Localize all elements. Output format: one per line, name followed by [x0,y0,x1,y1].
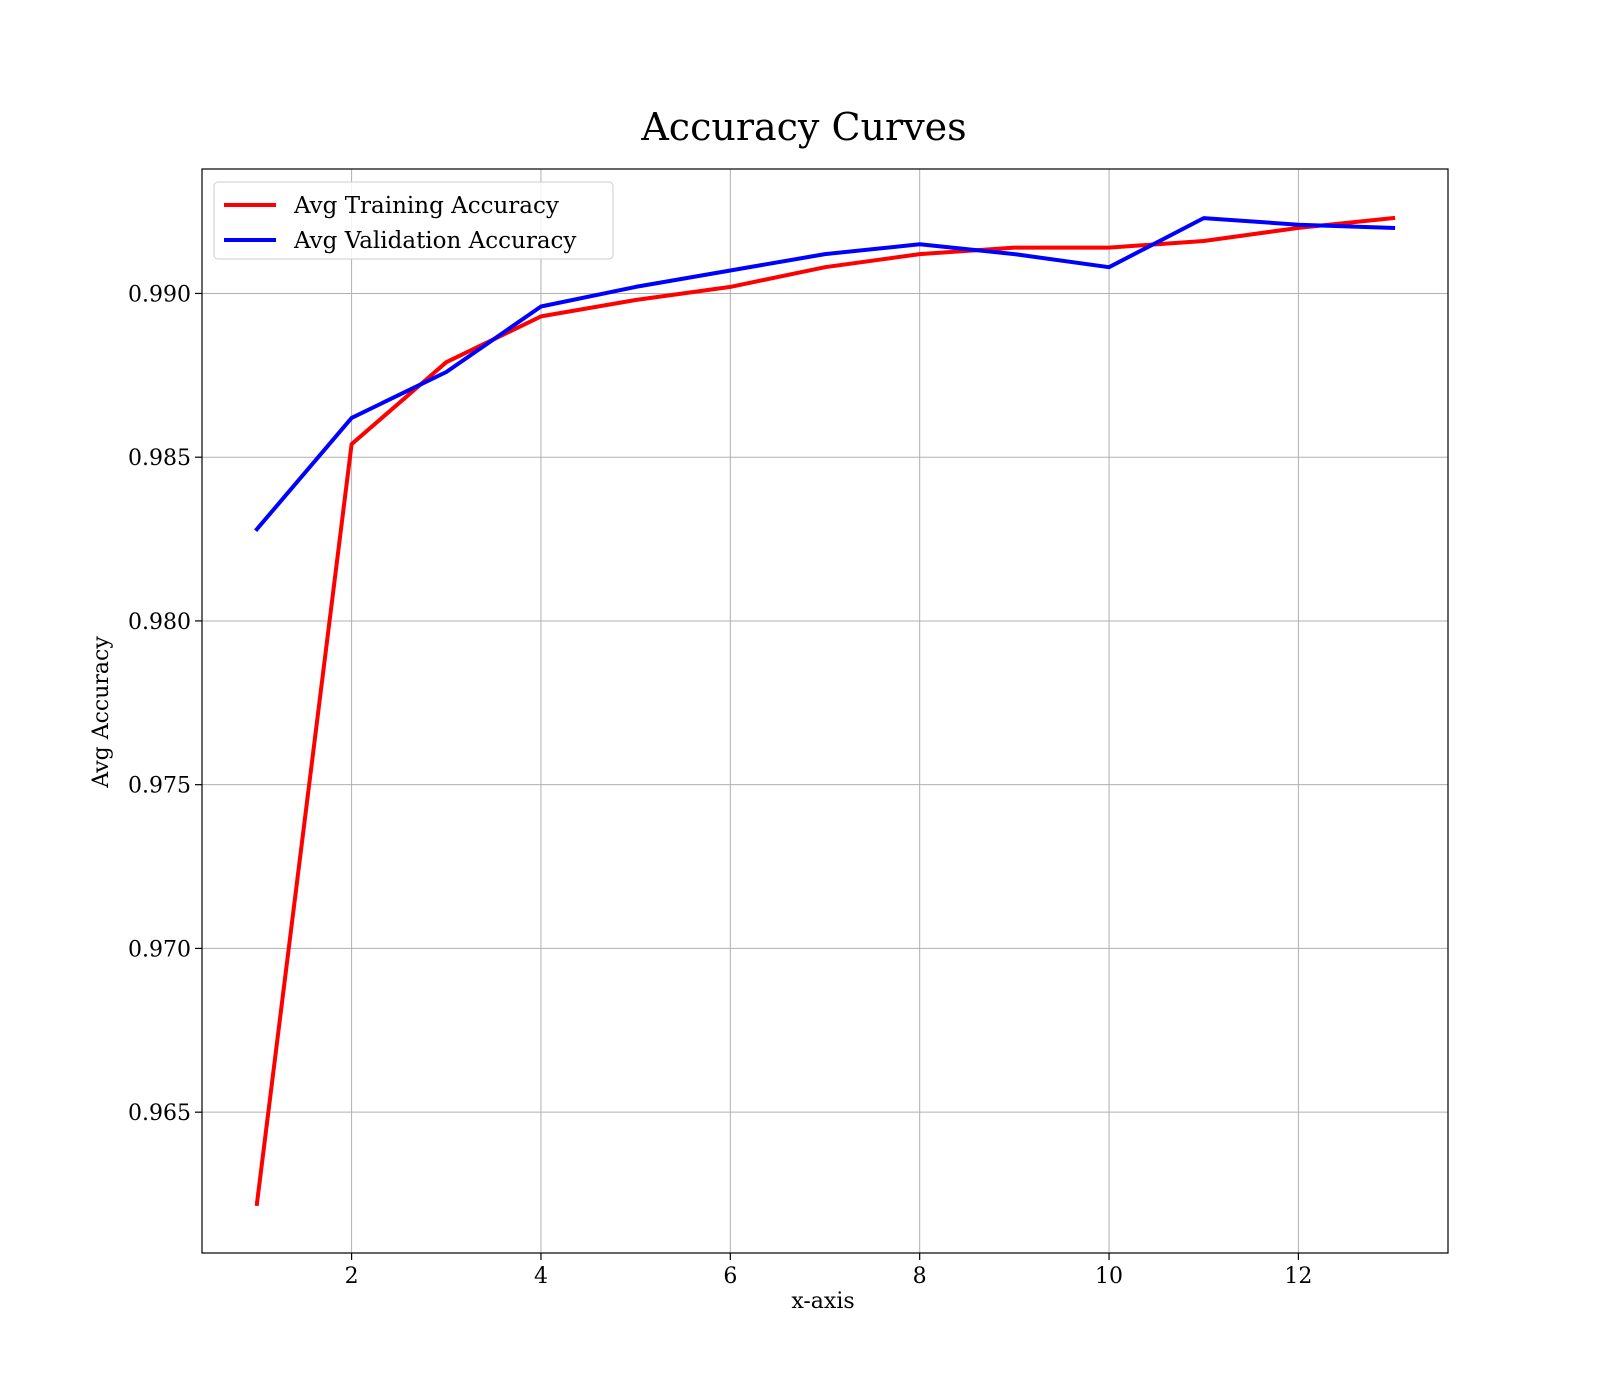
x-tick-label: 6 [723,1264,737,1289]
y-tick-label: 0.970 [128,937,191,962]
y-axis-label: Avg Accuracy [89,636,114,789]
legend-box [213,181,614,260]
plot-area-frame [201,168,1449,1254]
y-tick-label: 0.985 [128,446,191,471]
x-tick-label: 10 [1095,1264,1123,1289]
legend-label: Avg Validation Accuracy [293,228,576,254]
axis-ticks: 2 4 6 8 10 12 0.965 0.970 0.975 0.980 0.985 0.990 [128,282,1312,1289]
grid-lines [202,169,1448,1253]
x-tick-label: 8 [913,1264,927,1289]
legend-label: Avg Training Accuracy [293,193,559,219]
y-tick-label: 0.975 [128,774,191,799]
series-line-training [254,215,1396,1207]
series-lines [254,215,1396,1207]
chart-title: Accuracy Curves [640,105,966,149]
legend: Avg Training Accuracy Avg Validation Accu… [213,181,614,260]
x-tick-label: 4 [534,1264,548,1289]
y-tick-label: 0.980 [128,610,191,635]
y-tick-label: 0.990 [128,282,191,307]
x-axis-label: x-axis [791,1289,854,1314]
series-line-validation [254,216,1396,533]
y-tick-label: 0.965 [128,1101,191,1126]
x-tick-label: 2 [345,1264,359,1289]
x-tick-label: 12 [1284,1264,1312,1289]
